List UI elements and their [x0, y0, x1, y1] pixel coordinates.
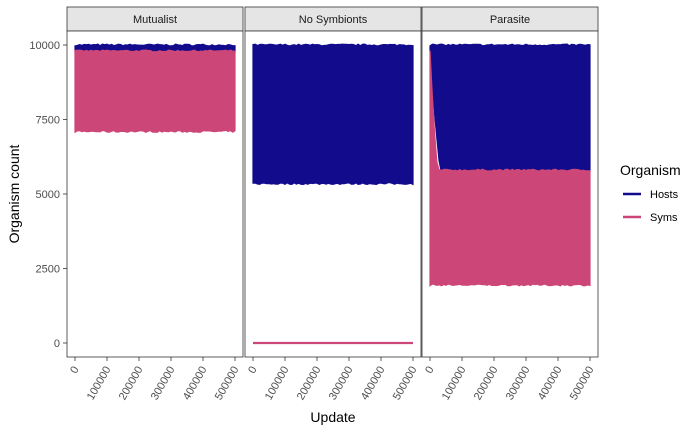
- x-tick-label-no-symbionts-2: 200000: [295, 365, 324, 403]
- x-tick-label-mutualist-3: 300000: [149, 365, 178, 403]
- x-tick-label-no-symbionts-4: 400000: [359, 365, 388, 403]
- legend: Organism Hosts Syms: [620, 162, 681, 224]
- panel-mutualist: Mutualist: [66, 6, 244, 358]
- x-tick-label-mutualist-5: 500000: [213, 365, 242, 403]
- panel-parasite: Parasite: [421, 6, 599, 358]
- y-tick-label-1: 2500: [36, 264, 60, 276]
- x-tick-label-no-symbionts-5: 500000: [391, 365, 420, 403]
- legend-label-hosts: Hosts: [650, 189, 679, 201]
- y-tick-label-3: 7500: [36, 115, 60, 127]
- y-tick-label-4: 10000: [29, 40, 60, 52]
- series-hosts-parasite: [429, 43, 591, 174]
- x-tick-label-parasite-4: 400000: [536, 365, 565, 403]
- x-tick-label-mutualist-0: 0: [68, 365, 81, 376]
- facet-label-mutualist: Mutualist: [133, 14, 177, 26]
- x-tick-label-no-symbionts-3: 300000: [327, 365, 356, 403]
- x-tick-label-parasite-5: 500000: [568, 365, 597, 403]
- x-tick-label-mutualist-1: 100000: [85, 365, 114, 403]
- x-tick-label-parasite-0: 0: [423, 365, 436, 376]
- y-tick-label-2: 5000: [36, 189, 60, 201]
- x-axis-title: Update: [310, 409, 355, 425]
- x-tick-label-parasite-2: 200000: [472, 365, 501, 403]
- x-tick-label-parasite-3: 300000: [504, 365, 533, 403]
- legend-title: Organism: [620, 162, 681, 178]
- x-tick-label-no-symbionts-0: 0: [246, 365, 259, 376]
- panels-layer: Mutualist No Symbionts Parasite: [66, 6, 599, 358]
- series-syms-parasite: [429, 50, 591, 287]
- y-axis-title: Organism count: [6, 144, 22, 243]
- facet-strip-no-symbionts: [244, 6, 422, 32]
- legend-label-syms: Syms: [650, 212, 678, 224]
- facet-label-parasite: Parasite: [490, 14, 530, 26]
- x-tick-label-no-symbionts-1: 100000: [263, 365, 292, 403]
- facet-strip-parasite: [421, 6, 599, 32]
- x-tick-label-mutualist-4: 400000: [181, 365, 210, 403]
- panel-no-symbionts: No Symbionts: [244, 6, 422, 358]
- facet-label-no-symbionts: No Symbionts: [299, 14, 368, 26]
- series-syms-mutualist: [74, 49, 236, 134]
- x-tick-label-mutualist-2: 200000: [117, 365, 146, 403]
- y-tick-label-0: 0: [54, 338, 60, 350]
- facet-strip-mutualist: [66, 6, 244, 32]
- x-tick-label-parasite-1: 100000: [440, 365, 469, 403]
- series-hosts-no-symbionts: [252, 43, 414, 186]
